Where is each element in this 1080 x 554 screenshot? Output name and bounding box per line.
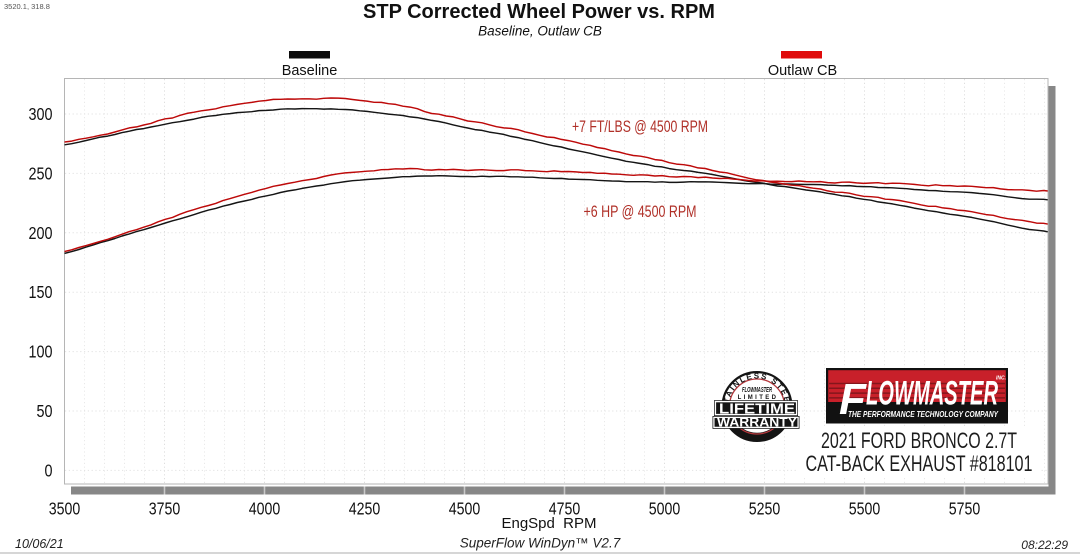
svg-text:Outlaw CB: Outlaw CB	[768, 63, 837, 79]
svg-text:300: 300	[29, 104, 53, 124]
svg-text:+6 HP @ 4500 RPM: +6 HP @ 4500 RPM	[584, 202, 697, 221]
svg-text:LIMITED: LIMITED	[738, 395, 779, 401]
svg-text:5250: 5250	[749, 498, 781, 518]
svg-text:LOWMASTER: LOWMASTER	[866, 375, 998, 413]
svg-text:Baseline, Outlaw CB: Baseline, Outlaw CB	[478, 24, 602, 39]
svg-text:LIFETIME: LIFETIME	[719, 401, 795, 418]
svg-text:100: 100	[29, 342, 53, 362]
svg-text:0: 0	[45, 460, 53, 480]
svg-text:5500: 5500	[849, 498, 881, 518]
svg-text:CAT-BACK EXHAUST #818101: CAT-BACK EXHAUST #818101	[806, 451, 1033, 476]
svg-text:150: 150	[29, 282, 53, 302]
svg-text:+7 FT/LBS @ 4500 RPM: +7 FT/LBS @ 4500 RPM	[572, 117, 708, 136]
svg-text:3520.1, 318.8: 3520.1, 318.8	[4, 2, 50, 11]
svg-text:3750: 3750	[149, 498, 181, 518]
svg-text:10/06/21: 10/06/21	[15, 537, 64, 551]
svg-text:F: F	[839, 375, 867, 424]
svg-text:200: 200	[29, 223, 53, 243]
svg-text:4250: 4250	[349, 498, 381, 518]
svg-text:08:22:29: 08:22:29	[1021, 538, 1068, 552]
svg-text:EngSpd RPM: EngSpd RPM	[501, 515, 596, 532]
svg-text:Baseline: Baseline	[282, 63, 338, 79]
svg-text:2021 FORD BRONCO 2.7T: 2021 FORD BRONCO 2.7T	[821, 428, 1017, 453]
svg-text:WARRANTY: WARRANTY	[717, 416, 798, 430]
svg-text:4000: 4000	[249, 498, 281, 518]
svg-text:4750: 4750	[549, 498, 581, 518]
svg-text:SuperFlow WinDyn™ V2.7: SuperFlow WinDyn™ V2.7	[460, 536, 621, 551]
svg-text:STP Corrected Wheel Power vs.: STP Corrected Wheel Power vs. RPM	[363, 1, 715, 23]
svg-text:4500: 4500	[449, 498, 481, 518]
svg-text:5000: 5000	[649, 498, 681, 518]
svg-text:50: 50	[37, 401, 53, 421]
svg-text:FLOWMASTER: FLOWMASTER	[742, 385, 772, 394]
svg-text:250: 250	[29, 163, 53, 183]
svg-text:3500: 3500	[49, 498, 81, 518]
svg-text:THE PERFORMANCE TECHNOLOGY COM: THE PERFORMANCE TECHNOLOGY COMPANY	[848, 409, 999, 419]
svg-text:5750: 5750	[949, 498, 981, 518]
svg-text:INC.: INC.	[996, 376, 1006, 382]
